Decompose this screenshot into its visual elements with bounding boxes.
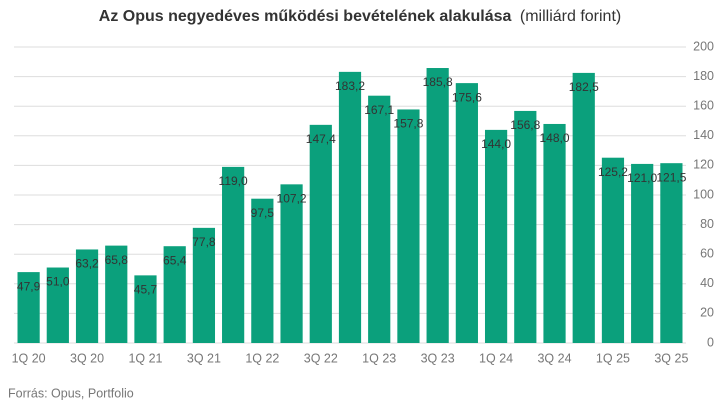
- value-label: 51,0: [46, 275, 70, 289]
- value-label: 47,9: [17, 279, 41, 293]
- value-label: 121,0: [627, 171, 657, 185]
- bar: [251, 198, 274, 343]
- bar: [397, 109, 420, 344]
- value-label: 119,0: [219, 174, 248, 188]
- bar: [75, 249, 99, 343]
- x-tick-label: 3Q 23: [421, 351, 455, 365]
- x-tick-label: 3Q 25: [654, 351, 688, 365]
- bar: [105, 245, 128, 343]
- bar: [368, 95, 391, 343]
- chart-title: Az Opus negyedéves működési bevételének …: [99, 8, 512, 25]
- bar: [601, 157, 625, 343]
- x-tick-label: 3Q 22: [304, 351, 338, 365]
- bar: [46, 267, 69, 343]
- bar: [514, 110, 537, 343]
- bar: [163, 246, 186, 343]
- y-tick-label: 80: [700, 217, 714, 231]
- value-label: 156,8: [510, 118, 540, 132]
- value-label: 45,7: [134, 283, 158, 297]
- chart-title-note: (milliárd forint): [520, 8, 621, 25]
- value-label: 121,5: [656, 170, 686, 184]
- value-label: 63,2: [75, 257, 99, 271]
- x-tick-label: 1Q 22: [245, 351, 279, 365]
- value-label: 182,5: [569, 80, 599, 94]
- y-tick-label: 60: [700, 246, 714, 260]
- y-tick-label: 40: [700, 276, 714, 290]
- bar: [17, 272, 40, 343]
- bar: [338, 71, 362, 343]
- bar: [134, 275, 157, 343]
- x-tick-label: 3Q 21: [187, 351, 221, 365]
- bar: [660, 163, 683, 343]
- value-label: 107,2: [277, 192, 307, 206]
- x-tick-label: 1Q 24: [479, 351, 513, 365]
- value-label: 148,0: [540, 131, 570, 145]
- value-label: 157,8: [393, 117, 423, 131]
- value-label: 97,5: [251, 206, 275, 220]
- value-label: 175,6: [452, 90, 482, 104]
- value-label: 65,4: [163, 253, 187, 267]
- y-tick-label: 0: [707, 335, 714, 349]
- x-tick-label: 1Q 21: [128, 351, 162, 365]
- chart-title-group: Az Opus negyedéves működési bevételének …: [99, 8, 621, 25]
- value-label: 77,8: [192, 235, 216, 249]
- value-label: 144,0: [481, 137, 511, 151]
- value-label: 147,4: [306, 132, 336, 146]
- x-tick-label: 3Q 24: [537, 351, 571, 365]
- bar: [222, 166, 245, 343]
- x-tick-label: 1Q 25: [596, 351, 630, 365]
- x-tick-label: 1Q 20: [12, 351, 46, 365]
- bar: [631, 163, 654, 343]
- source: Forrás: Opus, Portfolio: [8, 386, 134, 400]
- bar: [309, 124, 332, 344]
- value-label: 183,2: [335, 79, 365, 93]
- y-tick-label: 160: [693, 98, 714, 112]
- value-label: 167,1: [364, 103, 394, 117]
- y-tick-label: 120: [693, 158, 714, 172]
- y-tick-label: 20: [700, 306, 714, 320]
- value-label: 65,8: [105, 253, 129, 267]
- value-label: 125,2: [598, 165, 628, 179]
- bar: [280, 184, 303, 343]
- bar: [543, 123, 566, 344]
- value-label: 185,8: [423, 75, 453, 89]
- bar: [572, 72, 595, 344]
- bar: [192, 227, 216, 343]
- x-tick-label: 3Q 20: [70, 351, 104, 365]
- bar: [455, 83, 478, 343]
- bar: [484, 129, 508, 343]
- y-tick-label: 200: [693, 39, 714, 53]
- y-tick-label: 100: [693, 187, 714, 201]
- x-tick-label: 1Q 23: [362, 351, 396, 365]
- y-tick-label: 140: [693, 128, 714, 142]
- y-tick-label: 180: [693, 69, 714, 83]
- bar: [426, 68, 449, 344]
